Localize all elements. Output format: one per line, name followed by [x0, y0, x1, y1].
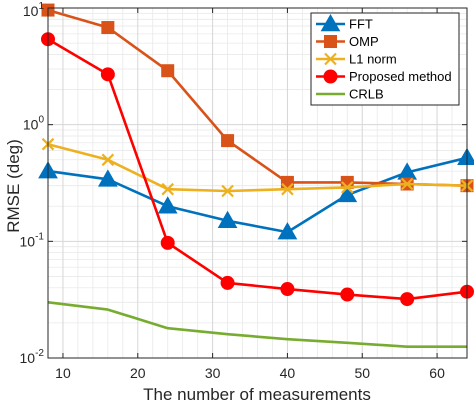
legend-swatch-marker	[324, 35, 337, 48]
legend-swatch-marker	[323, 69, 338, 84]
data-point-proposed-method	[280, 282, 295, 297]
data-point-omp	[161, 64, 175, 78]
data-point-proposed-method	[160, 235, 175, 250]
data-point-proposed-method	[340, 287, 355, 302]
legend-item-omp: OMP	[316, 34, 379, 49]
data-point-l1-norm	[341, 181, 354, 194]
axes-box	[47, 7, 468, 359]
x-tick-label: 40	[280, 365, 296, 381]
y-tick-base: 10	[20, 233, 36, 249]
x-tick-label: 50	[354, 365, 370, 381]
data-point-fft	[277, 222, 298, 240]
data-point-fft	[217, 210, 238, 229]
legend-label: CRLB	[349, 87, 384, 102]
series-line-fft	[47, 156, 468, 234]
legend-swatch-marker	[320, 13, 341, 32]
legend-item-l1-norm: L1 norm	[316, 52, 397, 67]
data-point-proposed-method	[100, 67, 115, 82]
y-tick-label: 10-2	[20, 348, 45, 366]
legend: FFT OMP L1 norm Proposed method CRLB	[310, 12, 460, 106]
data-point-fft	[157, 196, 178, 214]
series-l1-norm	[41, 137, 474, 198]
x-tick-label: 20	[130, 365, 146, 381]
y-tick-label: 100	[23, 115, 45, 133]
series-line-l1-norm	[47, 142, 468, 193]
y-tick-exponent: -1	[35, 231, 44, 242]
data-point-l1-norm	[161, 182, 174, 196]
x-tick-label: 10	[55, 365, 71, 381]
data-point-proposed-method	[220, 275, 235, 290]
series-crlb	[47, 301, 467, 348]
x-tick-label: 60	[429, 365, 445, 381]
legend-swatch-marker	[324, 52, 337, 66]
y-tick-base: 10	[23, 117, 39, 133]
data-point-fft	[97, 169, 118, 187]
data-point-l1-norm	[221, 184, 234, 198]
legend-label: L1 norm	[349, 52, 397, 67]
y-tick-base: 10	[20, 350, 36, 366]
legend-item-fft: FFT	[316, 13, 373, 32]
y-tick-label: 101	[23, 1, 45, 19]
legend-label: OMP	[349, 34, 379, 49]
data-point-omp	[101, 21, 115, 35]
data-point-l1-norm	[400, 177, 414, 191]
data-point-l1-norm	[281, 182, 294, 196]
data-point-proposed-method	[400, 292, 415, 307]
y-tick-exponent: 1	[38, 1, 44, 12]
series-line-proposed-method	[47, 38, 468, 301]
legend-item-crlb: CRLB	[316, 87, 384, 102]
y-axis-label: RMSE (deg)	[4, 139, 23, 233]
y-tick-exponent: 0	[38, 115, 44, 126]
data-point-omp	[280, 175, 294, 189]
data-point-fft	[337, 184, 358, 203]
legend-label: FFT	[349, 17, 373, 32]
axes-frame	[47, 7, 468, 359]
y-tick-base: 10	[23, 3, 39, 19]
y-tick-label: 10-1	[20, 231, 45, 249]
data-point-omp	[221, 134, 235, 148]
x-tick-label: 30	[205, 365, 221, 381]
x-axis-label: The number of measurements	[143, 385, 371, 404]
series-line-crlb	[47, 301, 467, 348]
legend-label: Proposed method	[349, 69, 452, 84]
data-point-l1-norm	[101, 153, 115, 167]
x-tick-labels: 10 20 30 40 50 60	[55, 365, 445, 381]
legend-item-proposed-method: Proposed method	[316, 69, 452, 84]
y-tick-exponent: -2	[35, 348, 44, 359]
